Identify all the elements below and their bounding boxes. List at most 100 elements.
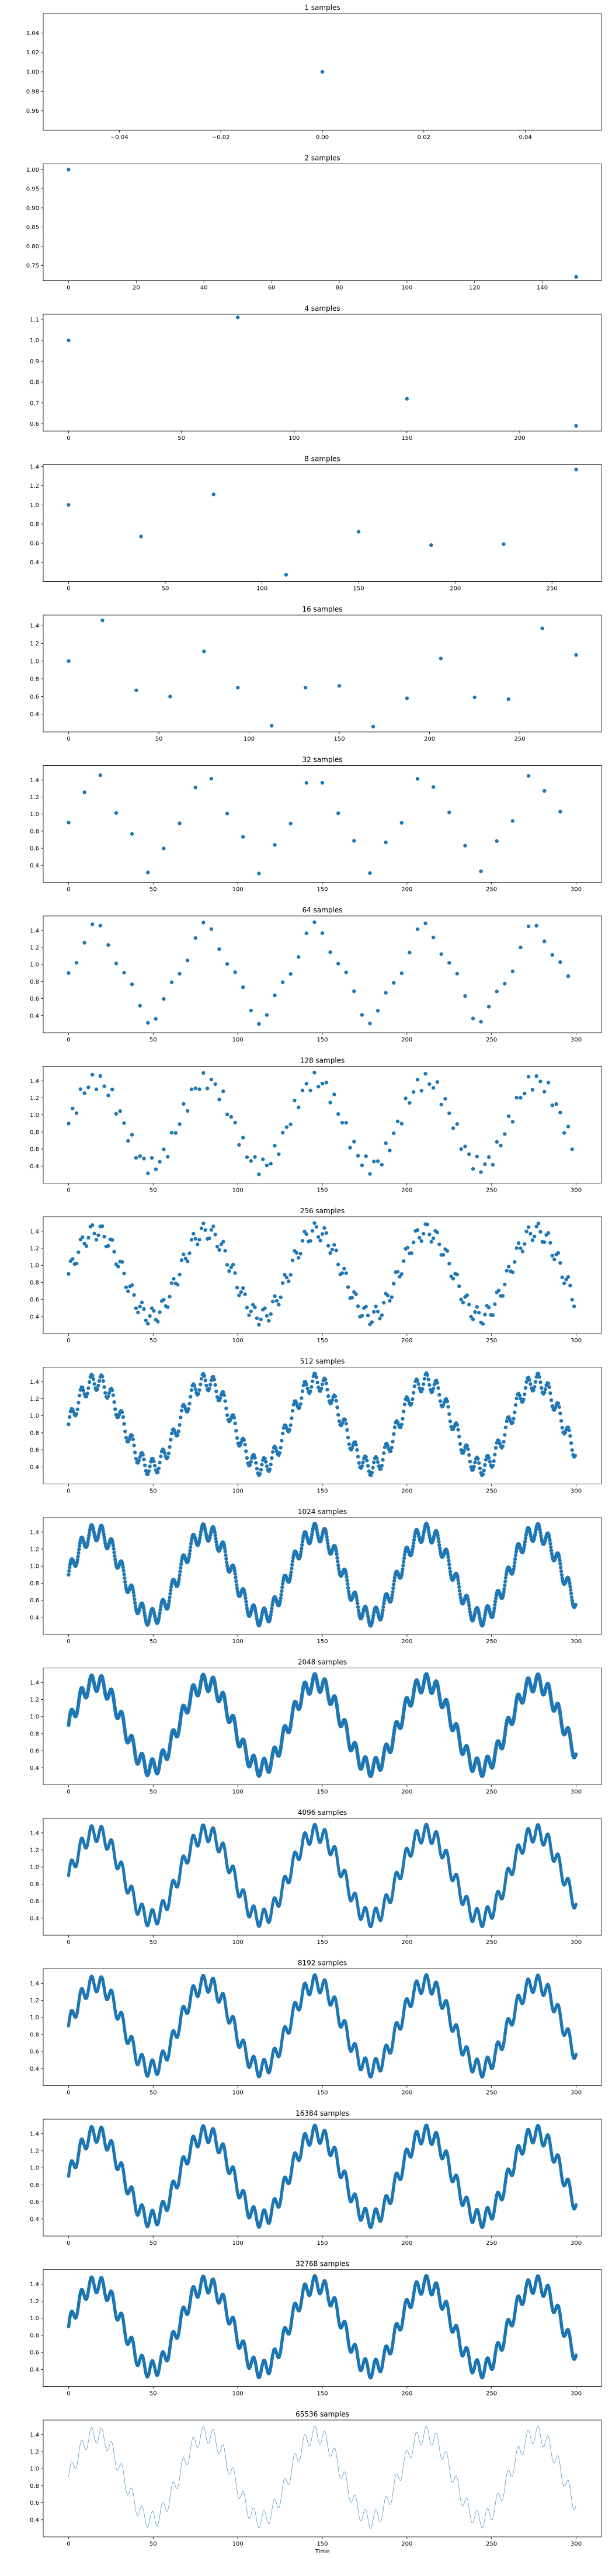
data-point	[158, 1310, 161, 1314]
data-point	[268, 1467, 272, 1471]
data-marks	[67, 168, 578, 279]
data-point	[483, 1313, 486, 1316]
data-point	[142, 1157, 145, 1160]
data-point	[361, 1460, 364, 1464]
data-point	[300, 1547, 303, 1550]
y-tick-label: 0.8	[30, 676, 39, 683]
data-point	[201, 1221, 205, 1225]
x-tick-label: 250	[486, 887, 497, 893]
data-point	[221, 1089, 225, 1093]
data-point	[379, 1467, 382, 1470]
y-tick-label: 1.4	[30, 1228, 39, 1235]
y-tick-label: 0.6	[30, 421, 39, 428]
data-point	[88, 1380, 91, 1384]
data-point	[189, 1542, 193, 1546]
data-point	[558, 1110, 562, 1114]
chart-title: 1024 samples	[298, 1508, 347, 1516]
data-point	[325, 1535, 328, 1539]
x-tick-label: 200	[401, 1188, 412, 1194]
data-point	[168, 1295, 171, 1299]
data-point	[463, 1449, 466, 1452]
data-point	[487, 1155, 491, 1159]
data-point	[527, 1225, 530, 1229]
x-tick-label: 100	[232, 1338, 244, 1344]
data-point	[566, 1275, 570, 1279]
data-point	[234, 1575, 237, 1579]
data-point	[400, 971, 404, 975]
data-point	[267, 1319, 270, 1322]
data-point	[441, 1253, 445, 1256]
data-point	[569, 1441, 573, 1445]
x-tick-label: 100	[232, 1188, 244, 1194]
data-point	[273, 1144, 276, 1147]
x-tick-label: 0	[67, 1638, 70, 1645]
data-point	[136, 1311, 140, 1314]
data-point	[501, 1294, 505, 1297]
data-point	[507, 697, 510, 701]
data-point	[544, 1387, 547, 1391]
chart-title: 256 samples	[300, 1207, 345, 1215]
data-point	[178, 972, 181, 975]
x-tick-label: 0.04	[519, 134, 532, 141]
data-point	[121, 1415, 125, 1419]
data-point	[106, 1394, 110, 1398]
data-point	[244, 1596, 247, 1600]
data-point	[446, 1405, 450, 1408]
data-point	[487, 1456, 491, 1460]
data-point	[432, 785, 435, 789]
data-point	[391, 1440, 394, 1443]
y-tick-label: 0.90	[26, 205, 39, 211]
data-point	[102, 1235, 106, 1238]
y-tick-label: 0.6	[30, 694, 39, 700]
data-point	[223, 1249, 227, 1252]
data-point	[288, 1424, 292, 1427]
x-tick-label: 50	[149, 1488, 157, 1495]
data-point	[533, 1235, 536, 1238]
data-point	[534, 1225, 538, 1228]
data-point	[133, 1598, 136, 1601]
data-point	[371, 725, 375, 728]
data-point	[305, 1082, 308, 1085]
data-point	[465, 1444, 469, 1447]
data-point	[447, 961, 451, 964]
data-point	[447, 1262, 451, 1265]
data-point	[100, 1374, 104, 1378]
data-point	[315, 1225, 318, 1228]
data-point	[335, 1405, 339, 1409]
data-point	[317, 1235, 320, 1239]
x-tick-label: 100	[288, 435, 300, 442]
data-point	[571, 1448, 574, 1452]
data-point	[566, 974, 570, 978]
data-point	[200, 1377, 203, 1380]
data-point	[423, 1072, 427, 1075]
data-point	[178, 1122, 181, 1126]
data-point	[67, 971, 70, 975]
data-point	[223, 1550, 227, 1553]
data-point	[150, 1156, 154, 1159]
chart-title: 512 samples	[300, 1358, 345, 1366]
data-point	[243, 1443, 246, 1446]
data-point	[99, 924, 102, 927]
data-point	[100, 1224, 104, 1228]
data-point	[524, 1536, 527, 1540]
data-point	[254, 1461, 258, 1464]
data-point	[461, 1301, 465, 1304]
data-point	[550, 1398, 553, 1402]
data-point	[210, 1078, 213, 1081]
y-tick-label: 1.0	[30, 1413, 39, 1419]
chart-title: 32 samples	[302, 756, 343, 764]
data-point	[102, 1533, 106, 1536]
data-marks	[67, 1823, 578, 1928]
data-point	[234, 1579, 238, 1583]
data-point	[138, 1004, 141, 1008]
x-tick-label: 0	[67, 435, 70, 442]
data-point	[305, 1387, 309, 1390]
data-point	[446, 1556, 450, 1559]
data-point	[511, 1421, 514, 1424]
data-point	[96, 1384, 100, 1387]
x-tick-label: −0.04	[110, 134, 128, 141]
data-point	[202, 650, 206, 653]
data-point	[423, 922, 427, 925]
